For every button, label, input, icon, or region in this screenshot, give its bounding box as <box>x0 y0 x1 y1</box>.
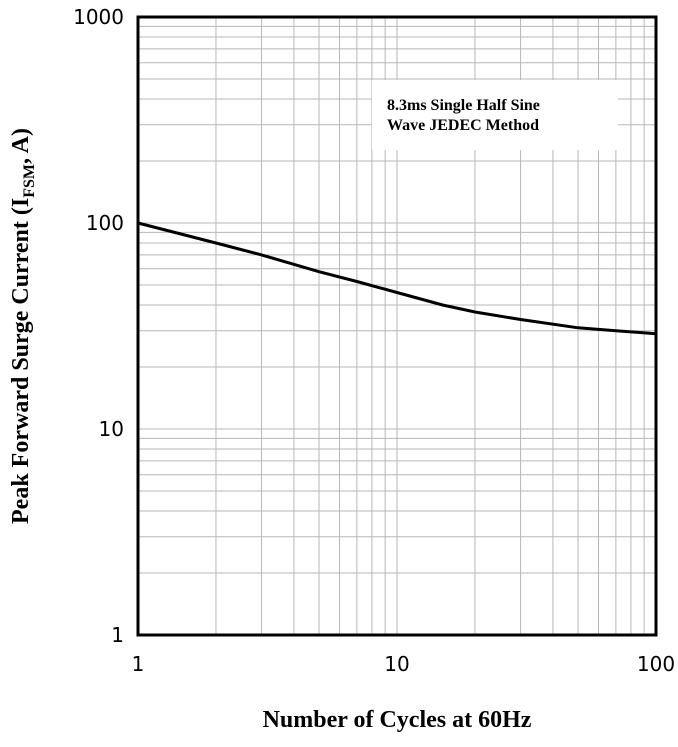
y-axis-title-suffix: , A) <box>8 128 34 164</box>
annotation-line-2: Wave JEDEC Method <box>387 117 539 134</box>
plot-frame <box>136 15 658 637</box>
y-axis-title-subscript: FSM <box>21 164 38 198</box>
y-tick-label: 1000 <box>73 5 124 29</box>
annotation-line-1: 8.3ms Single Half Sine <box>387 97 540 114</box>
x-tick-label: 100 <box>637 652 675 676</box>
y-axis-title-prefix: Peak Forward Surge Current (I <box>8 198 34 524</box>
series-layer <box>137 221 657 336</box>
surge-current-curve <box>137 221 657 336</box>
x-tick-label: 1 <box>132 652 145 676</box>
tick-labels: 1 10 100 1 10 100 1000 <box>73 5 675 676</box>
y-tick-label: 10 <box>99 417 124 441</box>
x-axis-title: Number of Cycles at 60Hz <box>263 707 532 733</box>
y-axis-title: Peak Forward Surge Current (IFSM, A) <box>8 128 38 524</box>
annotation-box <box>372 80 618 150</box>
y-tick-label: 100 <box>86 211 124 235</box>
y-tick-label: 1 <box>111 623 124 647</box>
x-tick-label: 10 <box>384 652 409 676</box>
